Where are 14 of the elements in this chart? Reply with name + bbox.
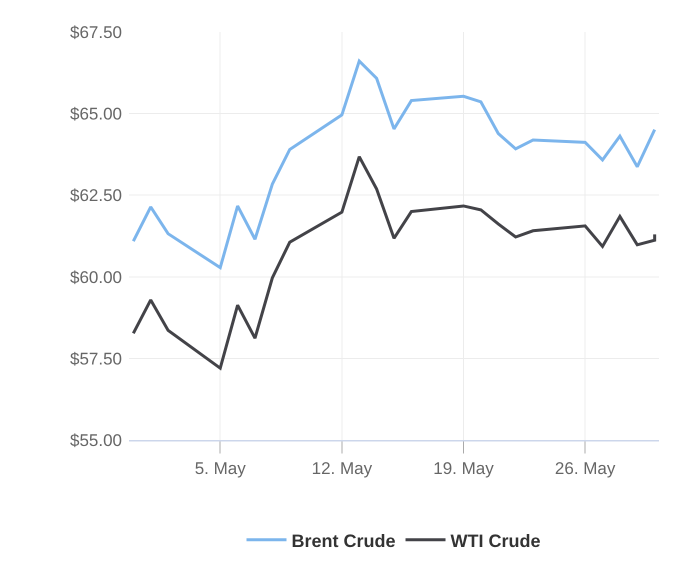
y-tick-label: $67.50 <box>70 22 122 42</box>
y-tick-label: $57.50 <box>70 349 122 368</box>
x-tick-label: 12. May <box>312 458 373 478</box>
y-tick-label: $55.00 <box>70 430 122 450</box>
x-tick-label: 5. May <box>194 458 246 478</box>
x-tick-label: 26. May <box>554 458 616 478</box>
y-tick-label: $60.00 <box>70 268 122 287</box>
line-series <box>132 60 656 270</box>
legend-label: WTI Crude <box>450 530 541 551</box>
x-tick-label: 19. May <box>433 458 494 478</box>
y-tick-label: $65.00 <box>70 104 122 124</box>
legend-label: Brent Crude <box>292 530 396 551</box>
y-tick-label: $62.50 <box>70 186 122 206</box>
line-series <box>132 155 656 370</box>
